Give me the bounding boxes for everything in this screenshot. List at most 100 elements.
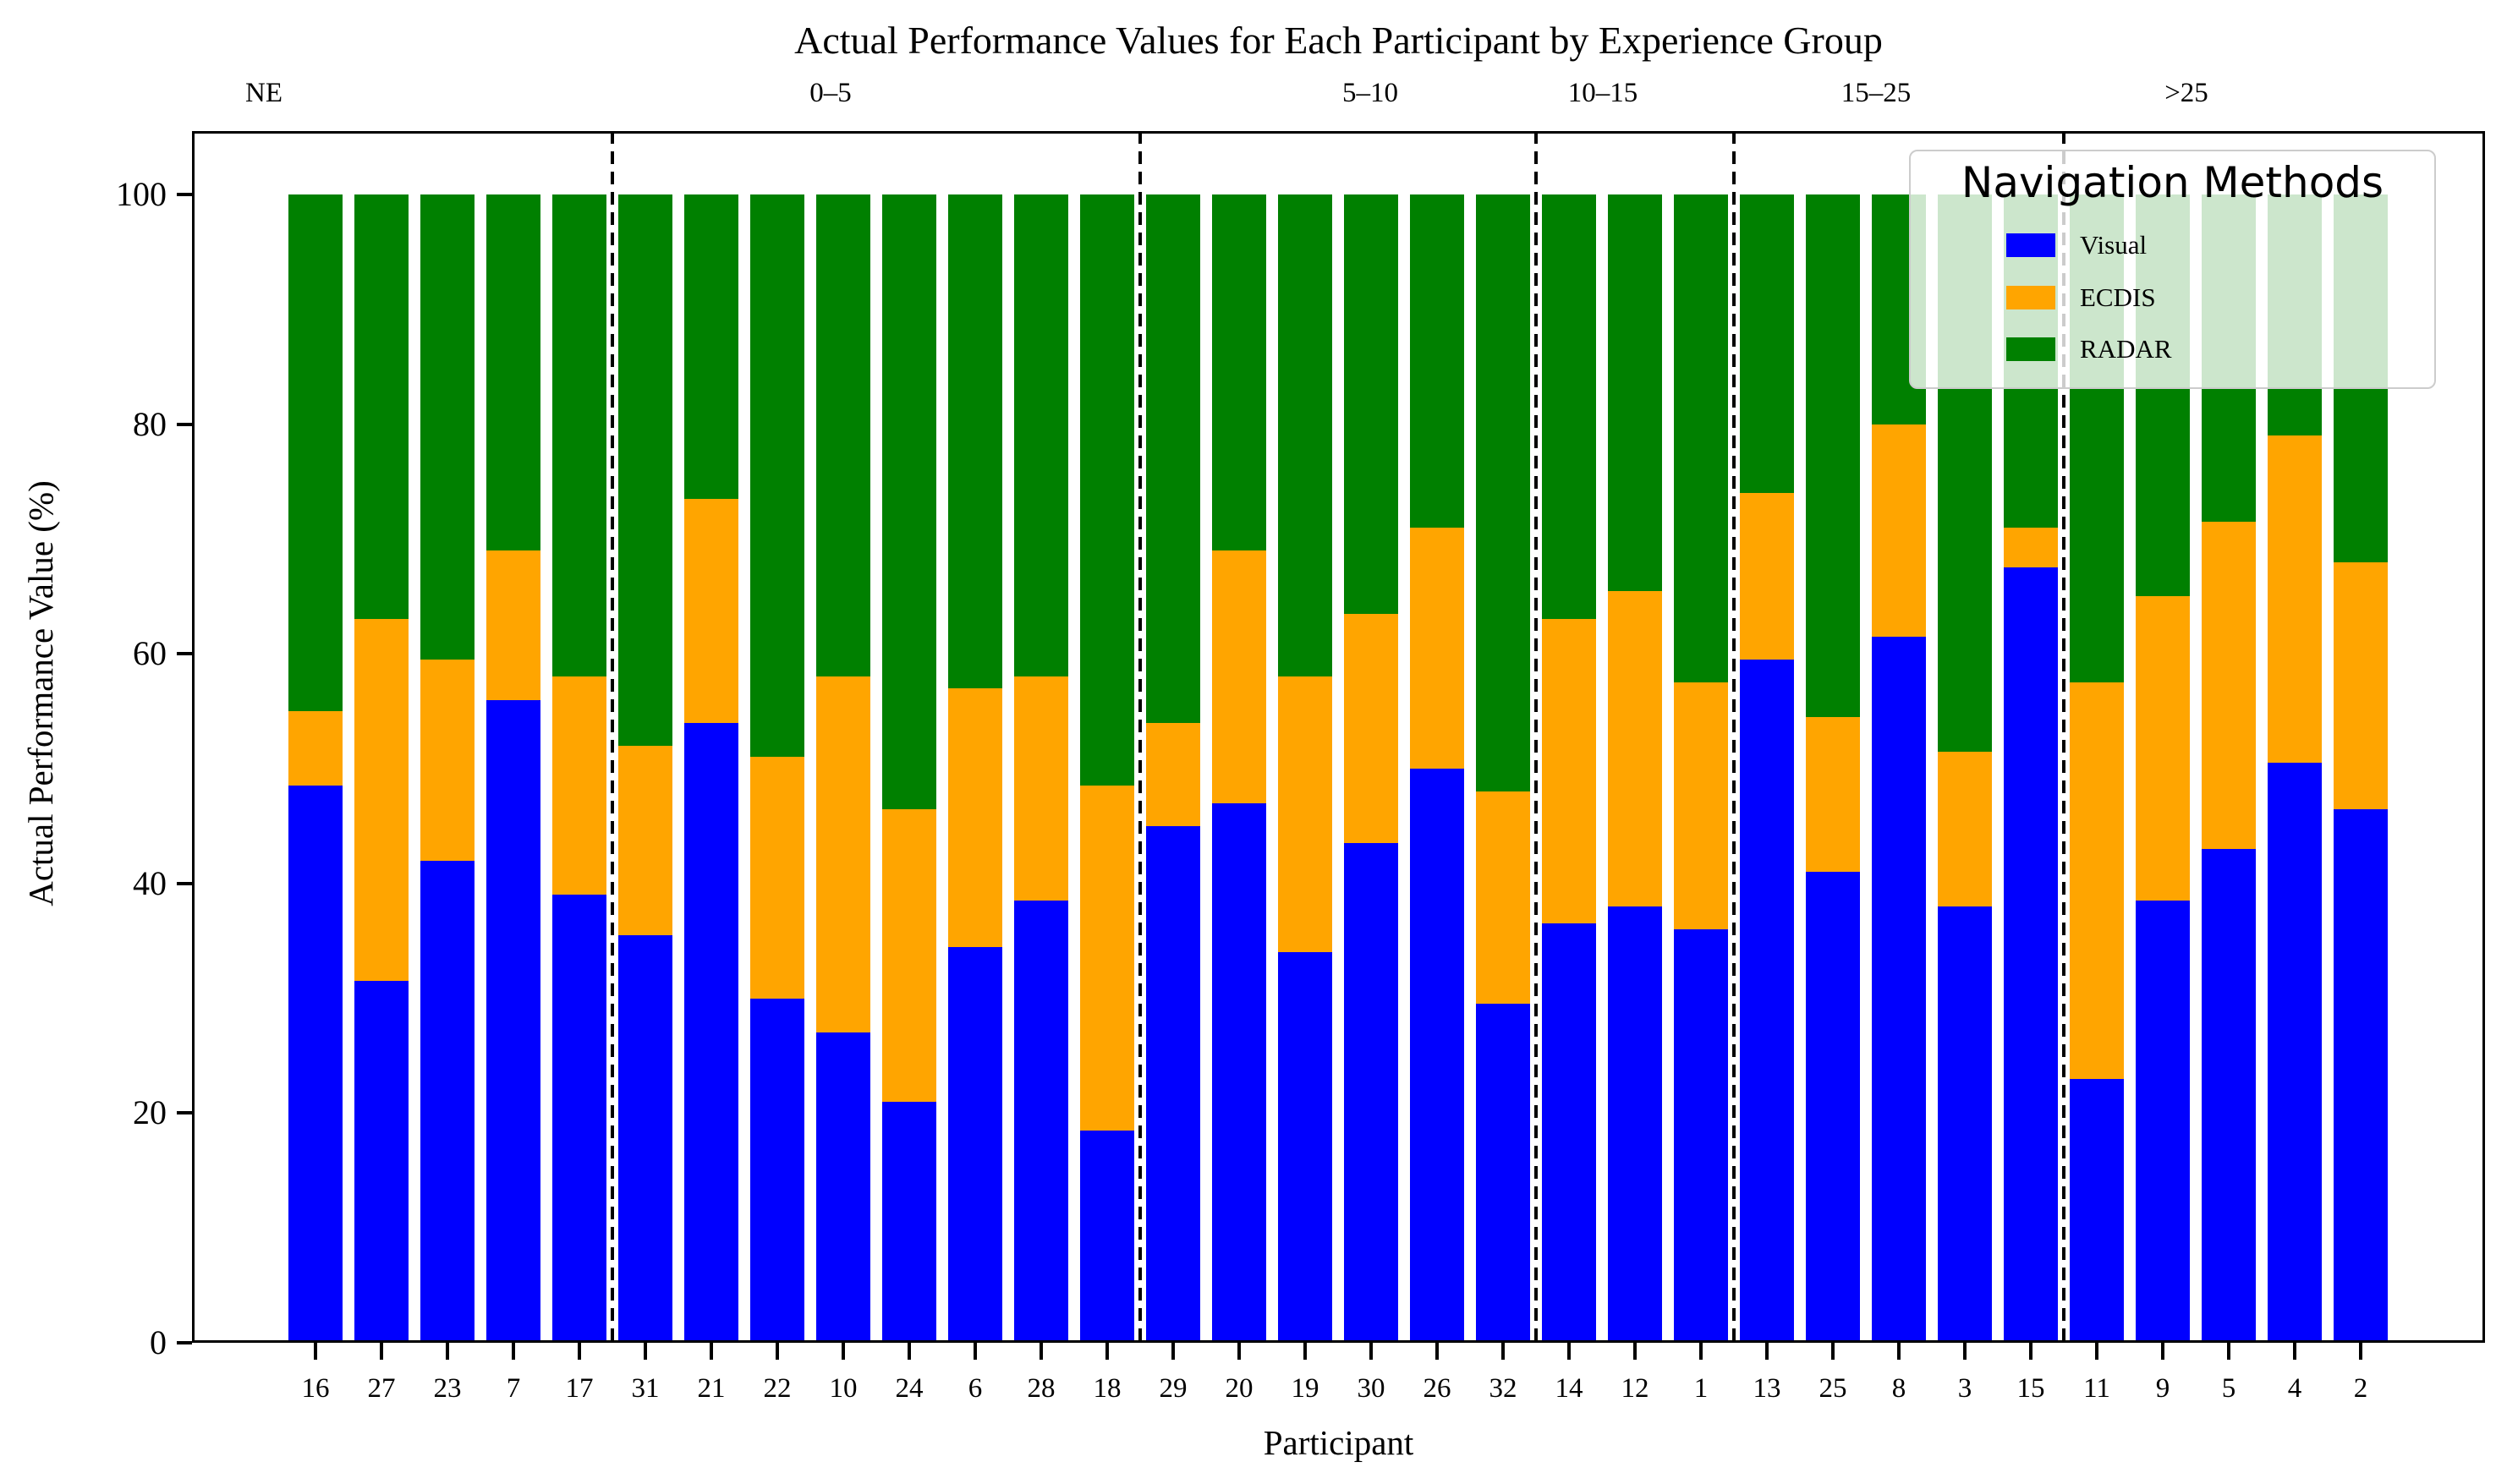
bar-segment-ecdis-p4 (2268, 435, 2322, 764)
bar-segment-visual-p18 (1080, 1130, 1134, 1343)
bar-segment-radar-p25 (1806, 194, 1860, 717)
bar-segment-radar-p7 (486, 194, 540, 550)
group-label-15–25: 15–25 (1840, 78, 1912, 108)
legend-swatch-visual (2006, 233, 2055, 257)
chart-title: Actual Performance Values for Each Parti… (794, 19, 1883, 62)
bar-segment-visual-p31 (618, 934, 672, 1343)
x-tick-p19 (1303, 1343, 1307, 1360)
y-tick-100 (177, 193, 192, 196)
x-tick-label-p3: 3 (1957, 1373, 1972, 1404)
x-tick-p24 (908, 1343, 911, 1360)
bar-segment-visual-p14 (1542, 923, 1596, 1343)
bar-segment-radar-p19 (1278, 194, 1332, 677)
bar-segment-ecdis-p10 (816, 676, 870, 1033)
bar-segment-radar-p23 (420, 194, 475, 660)
group-label->25: >25 (2164, 78, 2208, 108)
bar-segment-ecdis-p6 (948, 687, 1002, 947)
group-separator-2 (1534, 131, 1538, 1343)
legend-label-visual: Visual (2080, 230, 2148, 260)
x-tick-label-p24: 24 (895, 1373, 924, 1404)
x-tick-p21 (710, 1343, 713, 1360)
x-tick-p9 (2161, 1343, 2164, 1360)
x-tick-p14 (1567, 1343, 1571, 1360)
bar-segment-visual-p12 (1608, 906, 1662, 1343)
bar-segment-visual-p28 (1014, 901, 1068, 1343)
legend: Navigation Methods Visual ECDIS RADAR (1909, 150, 2436, 389)
group-label-5–10: 5–10 (1342, 78, 1398, 108)
bar-segment-ecdis-p28 (1014, 676, 1068, 901)
bar-segment-visual-p26 (1410, 769, 1464, 1343)
bar-segment-ecdis-p30 (1344, 613, 1398, 844)
bar-segment-radar-p27 (354, 194, 409, 620)
group-separator-1 (1138, 131, 1142, 1343)
x-tick-label-p19: 19 (1291, 1373, 1319, 1404)
x-tick-label-p29: 29 (1159, 1373, 1188, 1404)
group-label-10–15: 10–15 (1567, 78, 1638, 108)
x-tick-label-p22: 22 (763, 1373, 792, 1404)
group-separator-4 (2062, 131, 2065, 1343)
x-tick-label-p23: 23 (433, 1373, 462, 1404)
x-tick-label-p5: 5 (2221, 1373, 2236, 1404)
bar-segment-visual-p30 (1344, 843, 1398, 1343)
x-tick-p8 (1897, 1343, 1901, 1360)
bar-segment-ecdis-p18 (1080, 786, 1134, 1131)
legend-swatch-radar (2006, 337, 2055, 361)
x-tick-p10 (842, 1343, 845, 1360)
bar-segment-visual-p9 (2136, 901, 2190, 1343)
plot-area (192, 131, 2485, 1343)
legend-label-radar: RADAR (2080, 334, 2172, 364)
bar-segment-radar-p10 (816, 194, 870, 677)
y-tick-60 (177, 652, 192, 656)
bar-segment-radar-p24 (882, 194, 936, 809)
x-tick-label-p15: 15 (2016, 1373, 2045, 1404)
bar-segment-ecdis-p15 (2004, 527, 2058, 568)
bar-segment-visual-p24 (882, 1101, 936, 1343)
bar-segment-visual-p8 (1872, 636, 1926, 1343)
bar-segment-ecdis-p5 (2202, 522, 2256, 850)
bar-segment-visual-p25 (1806, 872, 1860, 1343)
bar-segment-visual-p1 (1674, 929, 1728, 1343)
x-tick-label-p4: 4 (2287, 1373, 2302, 1404)
bar-segment-visual-p19 (1278, 952, 1332, 1343)
bar-segment-visual-p6 (948, 946, 1002, 1343)
x-tick-p26 (1435, 1343, 1439, 1360)
x-tick-p7 (512, 1343, 515, 1360)
bar-segment-ecdis-p25 (1806, 716, 1860, 873)
x-tick-label-p9: 9 (2155, 1373, 2170, 1404)
bar-segment-ecdis-p8 (1872, 424, 1926, 637)
x-tick-label-p10: 10 (829, 1373, 858, 1404)
x-tick-p12 (1633, 1343, 1637, 1360)
bar-segment-visual-p16 (288, 786, 343, 1343)
bar-segment-ecdis-p27 (354, 619, 409, 982)
y-tick-label-20: 20 (133, 1093, 167, 1132)
y-tick-80 (177, 422, 192, 426)
bar-segment-ecdis-p22 (750, 757, 804, 999)
legend-label-ecdis: ECDIS (2080, 282, 2156, 312)
bar-segment-ecdis-p20 (1212, 550, 1266, 803)
x-tick-label-p27: 27 (367, 1373, 396, 1404)
legend-title: Navigation Methods (1961, 158, 2384, 207)
group-label-0–5: 0–5 (809, 78, 852, 108)
x-tick-p28 (1040, 1343, 1043, 1360)
x-tick-p6 (974, 1343, 977, 1360)
bar-segment-visual-p29 (1146, 825, 1200, 1343)
bar-segment-ecdis-p7 (486, 550, 540, 700)
x-tick-p18 (1105, 1343, 1109, 1360)
x-axis-label: Participant (1263, 1423, 1414, 1462)
x-tick-label-p1: 1 (1693, 1373, 1709, 1404)
x-tick-p29 (1171, 1343, 1175, 1360)
bar-segment-visual-p4 (2268, 763, 2322, 1343)
x-tick-label-p32: 32 (1489, 1373, 1517, 1404)
x-tick-p5 (2227, 1343, 2230, 1360)
x-tick-p16 (314, 1343, 317, 1360)
x-tick-label-p7: 7 (506, 1373, 521, 1404)
y-tick-20 (177, 1111, 192, 1115)
bar-segment-radar-p6 (948, 194, 1002, 688)
bar-segment-ecdis-p32 (1476, 791, 1530, 1005)
bar-segment-ecdis-p14 (1542, 619, 1596, 924)
bar-segment-radar-p1 (1674, 194, 1728, 683)
x-tick-label-p21: 21 (697, 1373, 726, 1404)
group-separator-3 (1732, 131, 1736, 1343)
bar-segment-radar-p32 (1476, 194, 1530, 792)
